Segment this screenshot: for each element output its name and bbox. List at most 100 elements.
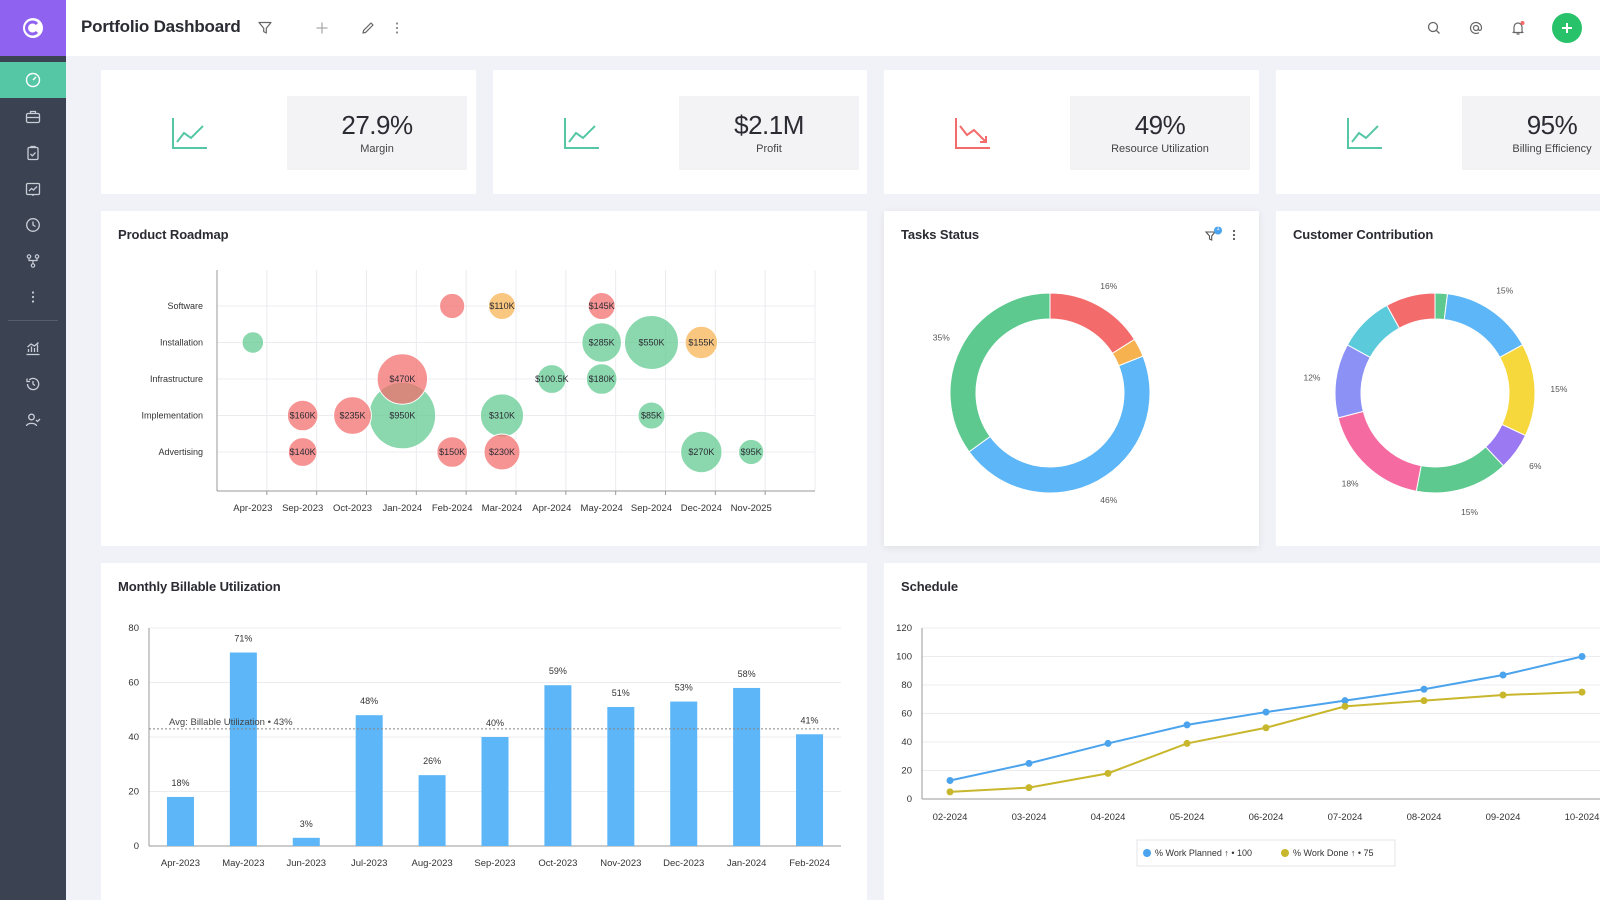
trend-up-icon (172, 118, 207, 149)
x-tick-label: Apr-2024 (532, 503, 571, 514)
trend-down-icon (955, 118, 990, 149)
sidebar-divider (8, 320, 58, 321)
kpi-card-profit[interactable]: $2.1M Profit (493, 70, 867, 194)
bar (670, 701, 698, 846)
donut-slice (1415, 446, 1505, 494)
dashboard-icon (25, 72, 41, 88)
bar-value-label: 41% (801, 715, 819, 725)
notifications-button[interactable] (1506, 16, 1530, 40)
x-tick-label: Jul-2023 (351, 858, 387, 869)
kpi-value: 49% (1134, 110, 1186, 140)
bar (355, 715, 383, 846)
x-tick-label: May-2023 (222, 858, 264, 869)
x-tick-label: Jun-2023 (286, 858, 326, 869)
series-line (949, 655, 1583, 782)
kpi-card-margin[interactable]: 27.9% Margin (101, 70, 476, 194)
series-point (1420, 685, 1428, 693)
user-check-icon (25, 413, 41, 427)
bar (292, 837, 320, 846)
bubble (488, 292, 516, 320)
bar-value-label: 48% (360, 696, 378, 706)
bar-value-label: 3% (300, 819, 313, 829)
x-tick-label: 07-2024 (1328, 812, 1363, 823)
bar (166, 796, 194, 846)
x-tick-label: 06-2024 (1249, 812, 1284, 823)
card-more-button[interactable] (1228, 226, 1240, 244)
bubble-label: $470K (389, 374, 415, 384)
nav-workflows[interactable] (0, 243, 66, 279)
bar (796, 734, 824, 846)
x-tick-label: Nov-2023 (600, 858, 641, 869)
nav-dashboard[interactable] (0, 62, 66, 98)
y-tick-label: Advertising (158, 447, 203, 457)
y-tick-label: 0 (907, 794, 912, 805)
card-filter-button[interactable]: 1 (1204, 226, 1224, 244)
nav-history[interactable] (0, 366, 66, 402)
mentions-button[interactable] (1464, 16, 1488, 40)
bar (418, 775, 446, 846)
bubble (587, 292, 616, 320)
nav-timesheets[interactable] (0, 207, 66, 243)
more-options-button[interactable] (385, 16, 409, 40)
bar-value-label: 58% (738, 669, 756, 679)
x-tick-label: Apr-2023 (161, 858, 200, 869)
bubble (738, 438, 765, 466)
bubble (287, 437, 318, 467)
slice-label: 15% (1461, 507, 1478, 517)
filter-button[interactable] (253, 16, 277, 40)
nav-tasks[interactable] (0, 135, 66, 171)
kpi-value: 27.9% (341, 110, 413, 140)
schedule-chart: 0 20 40 60 80 100 120 02-2024 03-2024 04-2024 05-2… (896, 623, 1600, 867)
bubble (436, 436, 468, 468)
donut-slice (949, 292, 1051, 453)
edit-button[interactable] (356, 16, 380, 40)
kpi-value: 95% (1526, 110, 1578, 140)
nav-more[interactable] (0, 279, 66, 315)
donut-slice (1499, 344, 1536, 437)
slice-label: 15% (1496, 285, 1513, 295)
nav-reports[interactable] (0, 171, 66, 207)
bubble (376, 353, 429, 405)
report-icon (25, 182, 41, 196)
y-tick-label: 40 (901, 737, 912, 748)
x-tick-label: 08-2024 (1407, 812, 1442, 823)
nav-resources[interactable] (0, 402, 66, 438)
bubble-label: $285K (589, 338, 615, 348)
bar (229, 652, 257, 846)
more-vertical-icon (395, 22, 399, 34)
slice-label: 35% (933, 333, 950, 343)
kpi-label: Billing Efficiency (1512, 143, 1592, 155)
series-point (1578, 688, 1586, 696)
create-button[interactable] (1552, 13, 1582, 43)
y-tick-label: 60 (901, 709, 912, 720)
bubble-label: $160K (290, 411, 316, 421)
sidebar (0, 0, 66, 900)
x-tick-label: Dec-2023 (663, 858, 704, 869)
series-point (1341, 697, 1349, 705)
app-logo[interactable] (0, 0, 66, 56)
x-tick-label: Jan-2024 (727, 858, 767, 869)
bubble (684, 325, 719, 360)
bell-icon (1512, 21, 1525, 35)
bubble (241, 331, 265, 354)
card-title: Tasks Status (901, 227, 980, 242)
add-widget-button[interactable] (310, 16, 334, 40)
clock-icon (26, 218, 40, 232)
kpi-card-resource-utilization[interactable]: 49% Resource Utilization (884, 70, 1259, 194)
series-point (946, 776, 954, 784)
x-tick-label: Feb-2024 (432, 503, 473, 514)
legend-swatch (1281, 849, 1289, 857)
kpi-card-billing-efficiency[interactable]: 95% Billing Efficiency (1276, 70, 1600, 194)
y-tick-label: Software (167, 301, 203, 311)
plus-icon (316, 22, 328, 34)
kpi-value-box: $2.1M Profit (679, 96, 859, 170)
series-point (1183, 739, 1191, 747)
bubble-label: $180K (589, 374, 615, 384)
bubble (439, 292, 466, 320)
search-button[interactable] (1422, 16, 1446, 40)
filter-badge-count: 1 (1216, 226, 1220, 232)
x-tick-label: 04-2024 (1091, 812, 1126, 823)
bar (481, 737, 509, 846)
nav-analytics[interactable] (0, 330, 66, 366)
nav-projects[interactable] (0, 99, 66, 135)
